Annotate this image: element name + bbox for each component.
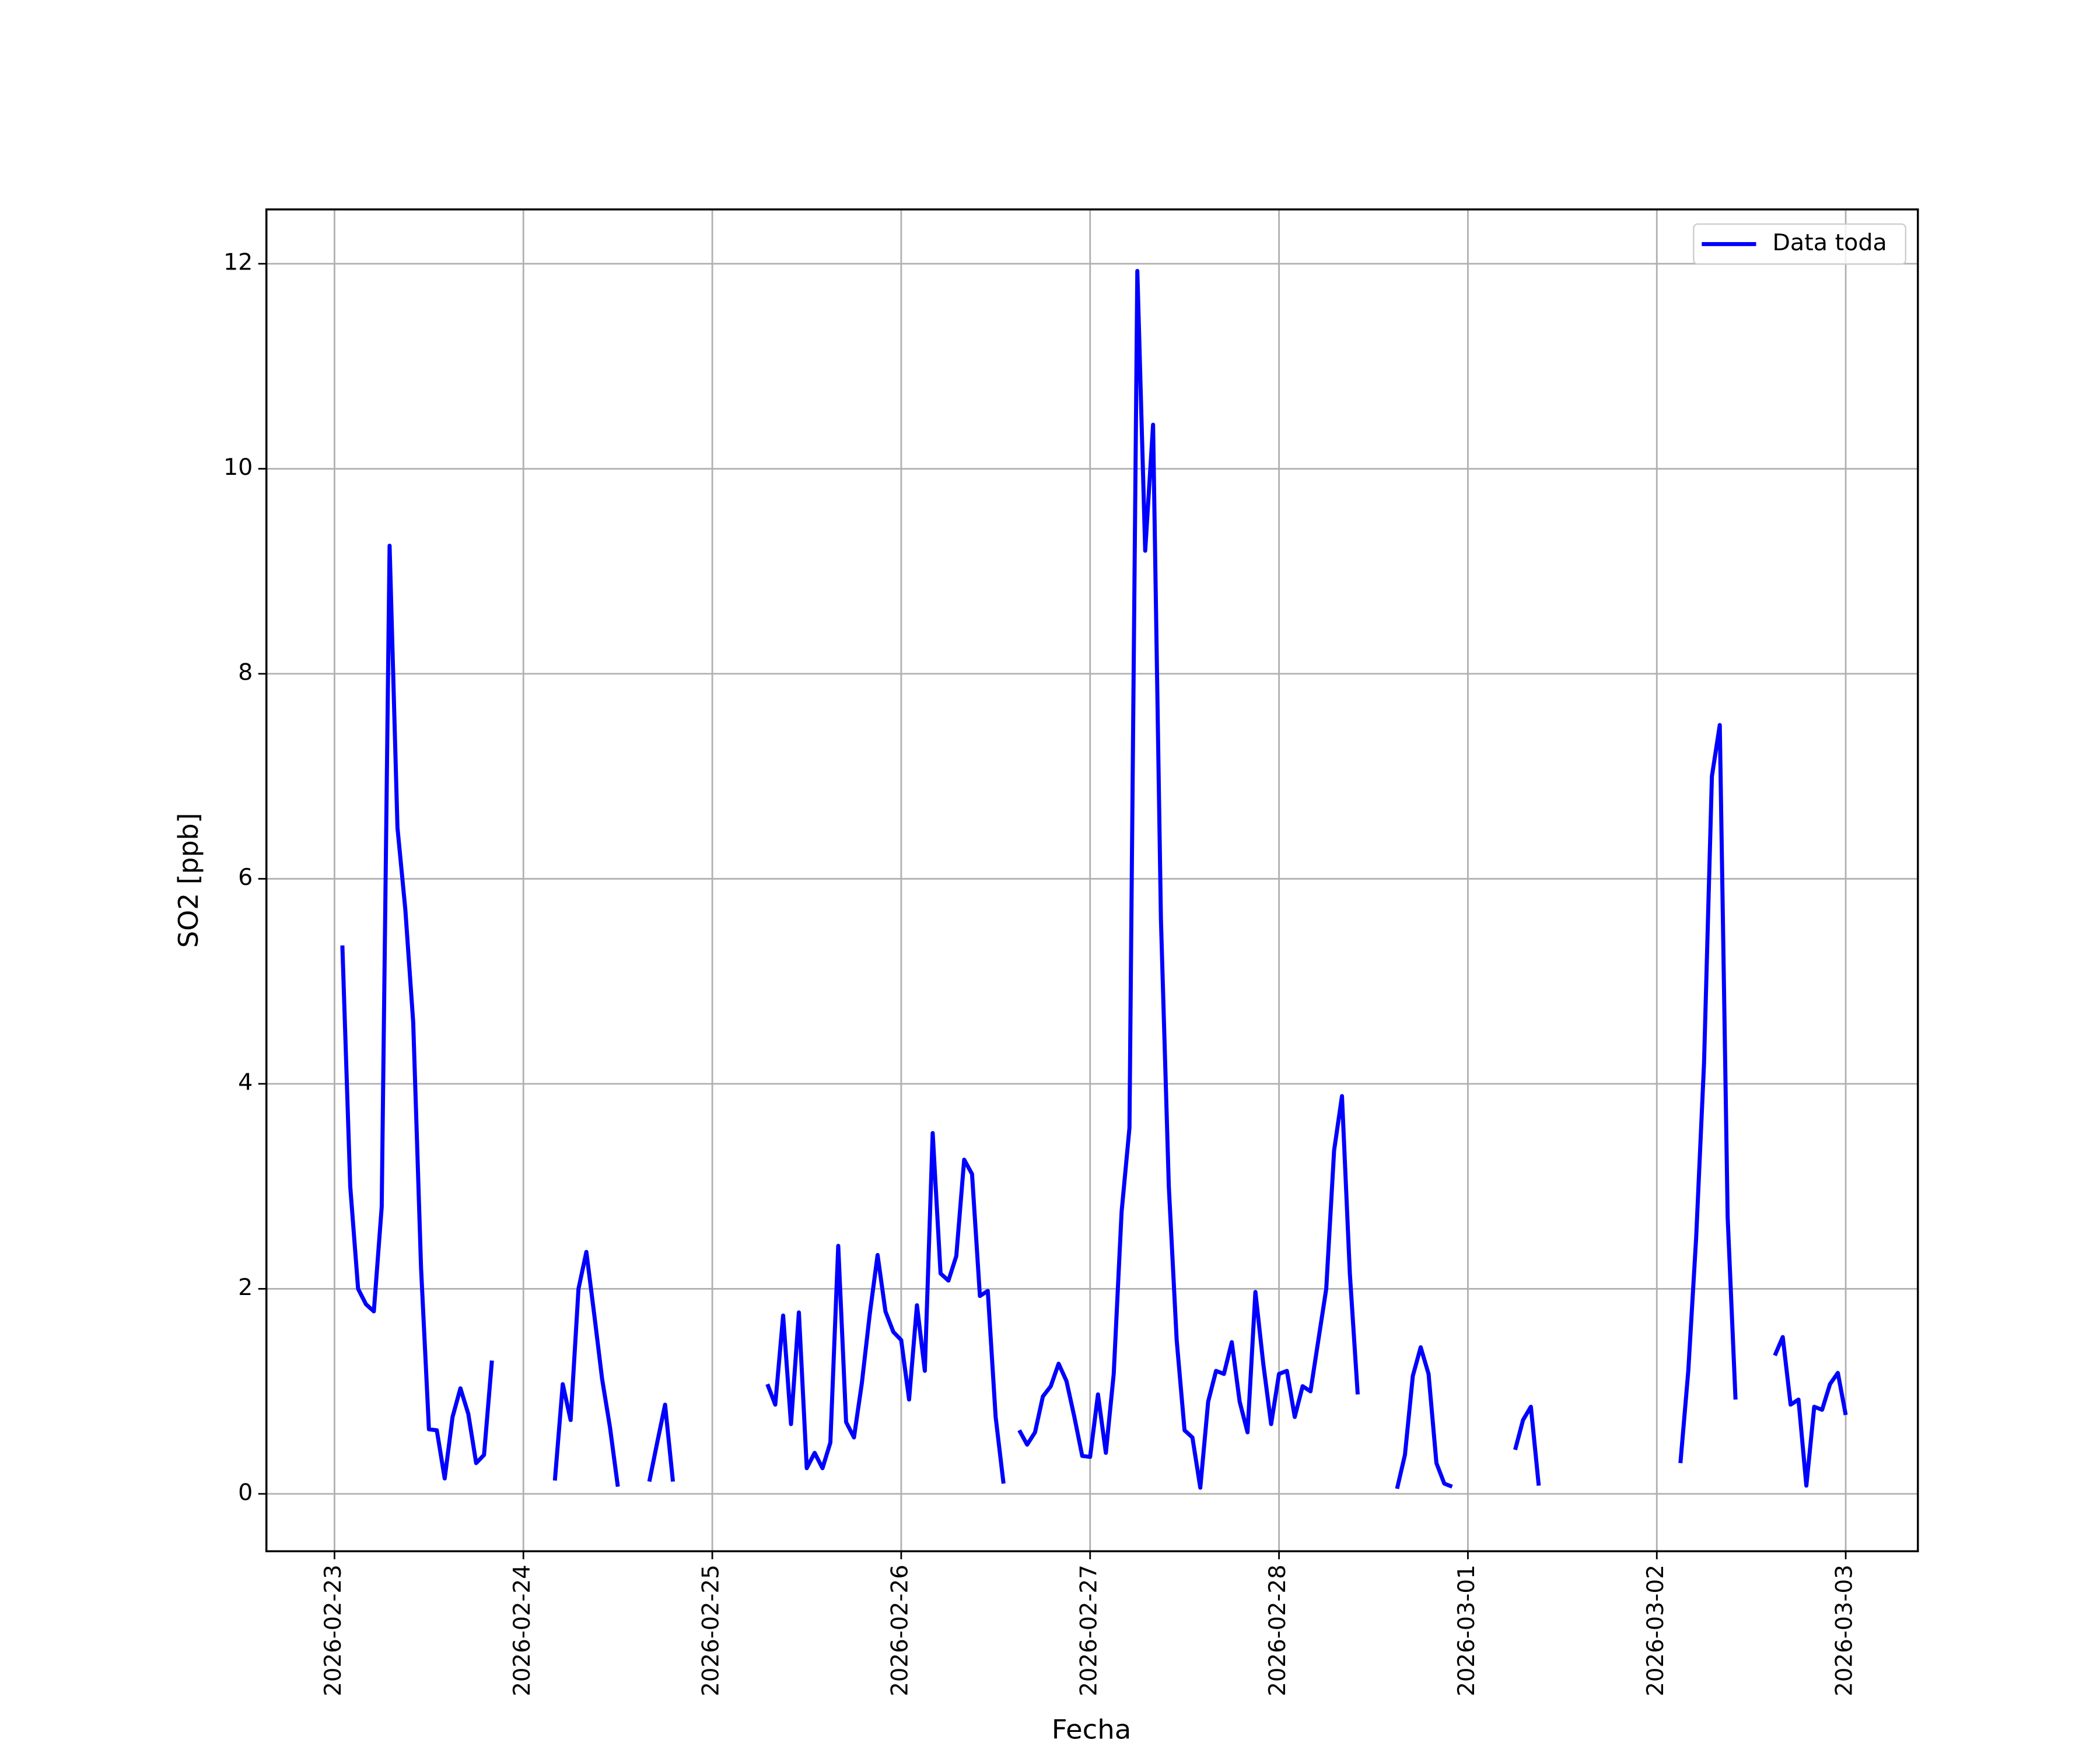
y-axis-label: SO2 [ppb] <box>172 813 204 947</box>
legend: Data toda <box>1693 223 1906 265</box>
y-tick-label: 0 <box>238 1480 253 1506</box>
x-tick-label: 2026-02-27 <box>1076 1564 1102 1696</box>
x-tick-label: 2026-03-02 <box>1643 1564 1669 1696</box>
y-tick-label: 12 <box>223 250 253 276</box>
x-tick-label: 2026-02-23 <box>320 1564 346 1696</box>
x-tick-label: 2026-02-26 <box>887 1564 913 1696</box>
x-tick-label: 2026-02-28 <box>1265 1564 1291 1696</box>
y-tick-label: 2 <box>238 1275 253 1301</box>
x-tick-label: 2026-02-24 <box>509 1564 536 1696</box>
plot-frame <box>265 208 1919 1553</box>
y-tick-label: 6 <box>238 864 253 891</box>
data-line <box>340 268 1848 1490</box>
x-axis-label: Fecha <box>1052 1714 1132 1745</box>
y-tick-label: 4 <box>238 1070 253 1096</box>
x-tick-label: 2026-02-25 <box>698 1564 724 1696</box>
legend-box <box>1693 223 1906 265</box>
y-tick-label: 8 <box>238 660 253 686</box>
x-tick-label: 2026-03-01 <box>1454 1564 1480 1696</box>
x-tick-label: 2026-03-03 <box>1831 1564 1857 1696</box>
legend-label: Data toda <box>1772 230 1887 256</box>
y-tick-label: 10 <box>223 454 253 481</box>
